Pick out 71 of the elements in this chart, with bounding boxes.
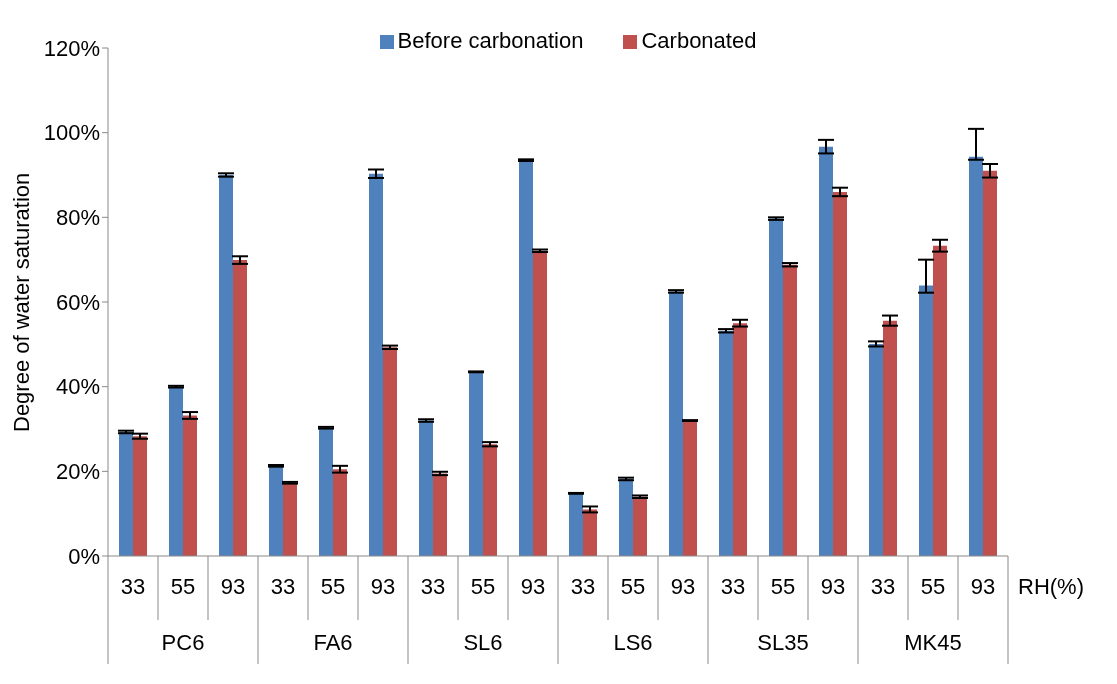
bar [169, 386, 183, 556]
bar [569, 493, 583, 556]
bar [883, 320, 897, 556]
bar [683, 420, 697, 556]
legend-label: Before carbonation [397, 28, 584, 53]
bar [783, 264, 797, 556]
bar [419, 420, 433, 556]
text: SL6 [463, 630, 503, 655]
x-tick-label: 93 [970, 574, 996, 599]
x-tick-label: 33 [870, 574, 896, 599]
bar [369, 173, 383, 556]
bar [533, 250, 547, 556]
bar [183, 415, 197, 556]
bar [633, 496, 647, 556]
bar [833, 191, 847, 556]
bar [969, 156, 983, 556]
x-tick-label: 93 [670, 574, 696, 599]
legend-label: Carbonated [641, 28, 757, 53]
bar [469, 371, 483, 556]
x-tick-label: 33 [420, 574, 446, 599]
bar [219, 175, 233, 556]
x-tick-label: 33 [270, 574, 296, 599]
bar [819, 146, 833, 556]
bar [333, 469, 347, 556]
x-tick-label: 55 [470, 574, 496, 599]
bar [919, 285, 933, 556]
y-tick-label: 60% [55, 289, 100, 315]
x-tick-label: 55 [320, 574, 346, 599]
bar [383, 347, 397, 556]
x-tick-label: 33 [720, 574, 746, 599]
text: SL35 [757, 630, 809, 655]
bar [483, 444, 497, 556]
y-tick-label: 20% [55, 459, 100, 485]
x-tick-label: 93 [370, 574, 396, 599]
y-tick-label: 40% [55, 374, 100, 400]
x-tick-label: 33 [570, 574, 596, 599]
x-tick-label: 55 [920, 574, 946, 599]
bar [669, 291, 683, 556]
bar [433, 473, 447, 556]
bar [133, 436, 147, 556]
bar [619, 478, 633, 556]
x-tick-label: 93 [820, 574, 846, 599]
x-tick-label: 55 [170, 574, 196, 599]
bar [269, 465, 283, 556]
bar [319, 427, 333, 556]
bar [233, 260, 247, 556]
text: MK45 [904, 630, 962, 655]
y-tick-label: 80% [55, 205, 100, 231]
text: FA6 [313, 630, 353, 655]
y-tick-label: 120% [43, 35, 100, 61]
text: LS6 [613, 630, 653, 655]
bar [933, 245, 947, 556]
bar [719, 330, 733, 556]
text: PC6 [161, 630, 205, 655]
x-tick-label: 93 [220, 574, 246, 599]
bar [283, 482, 297, 556]
bar [519, 160, 533, 556]
bar [983, 170, 997, 556]
x-tick-label: 55 [770, 574, 796, 599]
bar [733, 323, 747, 556]
x-tick-label: 33 [120, 574, 146, 599]
x-tick-label: 93 [520, 574, 546, 599]
x-tick-label: 55 [620, 574, 646, 599]
y-tick-label: 0% [68, 543, 100, 569]
y-tick-label: 100% [43, 120, 100, 146]
y-axis-title: Degree of water saturation [8, 172, 34, 432]
bar [769, 218, 783, 556]
x-axis-title: RH(%) [1018, 574, 1084, 600]
bar [583, 509, 597, 556]
bar [119, 431, 133, 556]
bar [869, 343, 883, 556]
